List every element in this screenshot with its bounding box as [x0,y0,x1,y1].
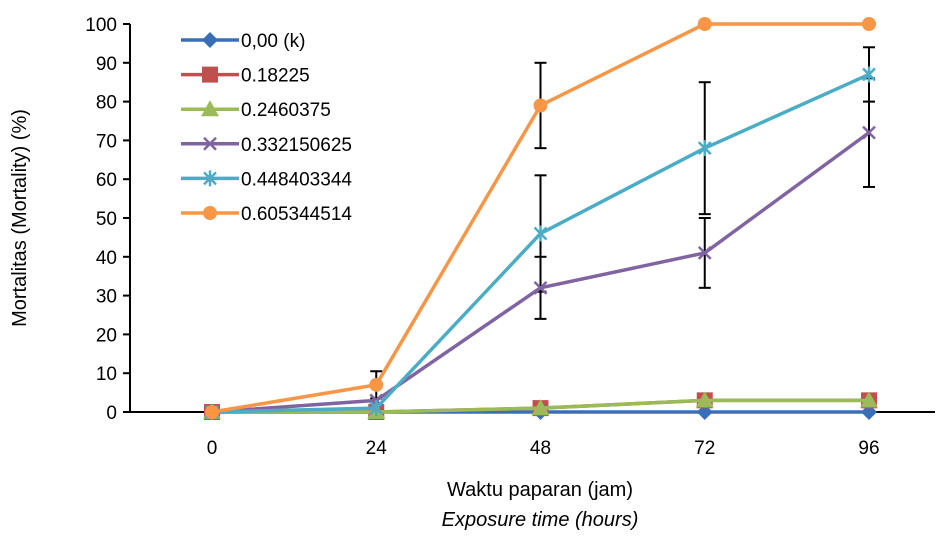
legend-label: 0.332150625 [241,135,352,156]
data-point [369,377,384,392]
y-tick-label: 100 [85,15,117,36]
y-tick-label: 50 [96,209,117,230]
x-axis-title: Waktu paparan (jam) [447,479,633,501]
legend-label: 0,00 (k) [241,31,305,52]
data-point [862,66,876,83]
data-point [533,280,548,295]
y-tick-label: 20 [96,325,117,346]
legend-item: 0,00 (k) [181,31,305,52]
data-point [533,98,548,113]
x-tick-label: 24 [366,438,388,459]
legend-label: 0.605344514 [241,204,352,225]
y-axis: 0 10 20 30 40 50 60 70 80 90 100 [85,15,131,424]
legend: 0,00 (k) 0.18225 0.2460375 0.332150625 0.448… [181,31,352,225]
y-tick-label: 10 [96,364,117,385]
legend-item: 0.2460375 [181,100,331,121]
data-point [531,399,550,416]
legend-marker [201,100,219,117]
y-tick-label: 30 [96,287,117,308]
legend-item: 0.605344514 [181,204,352,225]
legend-marker [203,206,217,220]
series-lines [203,17,878,420]
data-point [697,246,712,260]
legend-item: 0.448403344 [181,169,352,190]
legend-label: 0.2460375 [241,100,331,121]
legend-item: 0.332150625 [181,135,352,156]
y-tick-label: 80 [96,93,117,114]
y-tick-label: 70 [96,131,117,152]
data-point [695,391,714,408]
legend-marker [202,32,218,48]
y-tick-label: 40 [96,248,117,269]
x-axis-subtitle: Exposure time (hours) [442,509,639,531]
legend-label: 0.18225 [241,66,310,87]
data-point [862,125,876,140]
legend-marker [203,170,217,187]
series-5 [205,17,876,419]
error-bars [370,46,875,400]
data-point [860,391,878,408]
legend-label: 0.448403344 [241,169,352,190]
y-tick-label: 0 [106,403,117,424]
x-tick-label: 48 [530,438,551,459]
data-point [862,17,876,31]
y-axis-title: Mortalitas (Mortality) (%) [9,109,31,327]
data-point [697,140,712,157]
data-point [533,225,548,242]
y-tick-label: 90 [96,54,117,75]
legend-marker [202,66,218,83]
legend-item: 0.18225 [181,66,310,87]
x-tick-label: 0 [207,438,218,459]
legend-marker [203,136,217,151]
data-point [205,405,219,419]
data-point [697,17,712,31]
y-tick-label: 60 [96,170,117,191]
x-axis: 0 24 48 72 96 [130,411,935,459]
x-tick-label: 72 [694,438,715,459]
data-point [369,400,384,417]
x-tick-label: 96 [858,438,879,459]
